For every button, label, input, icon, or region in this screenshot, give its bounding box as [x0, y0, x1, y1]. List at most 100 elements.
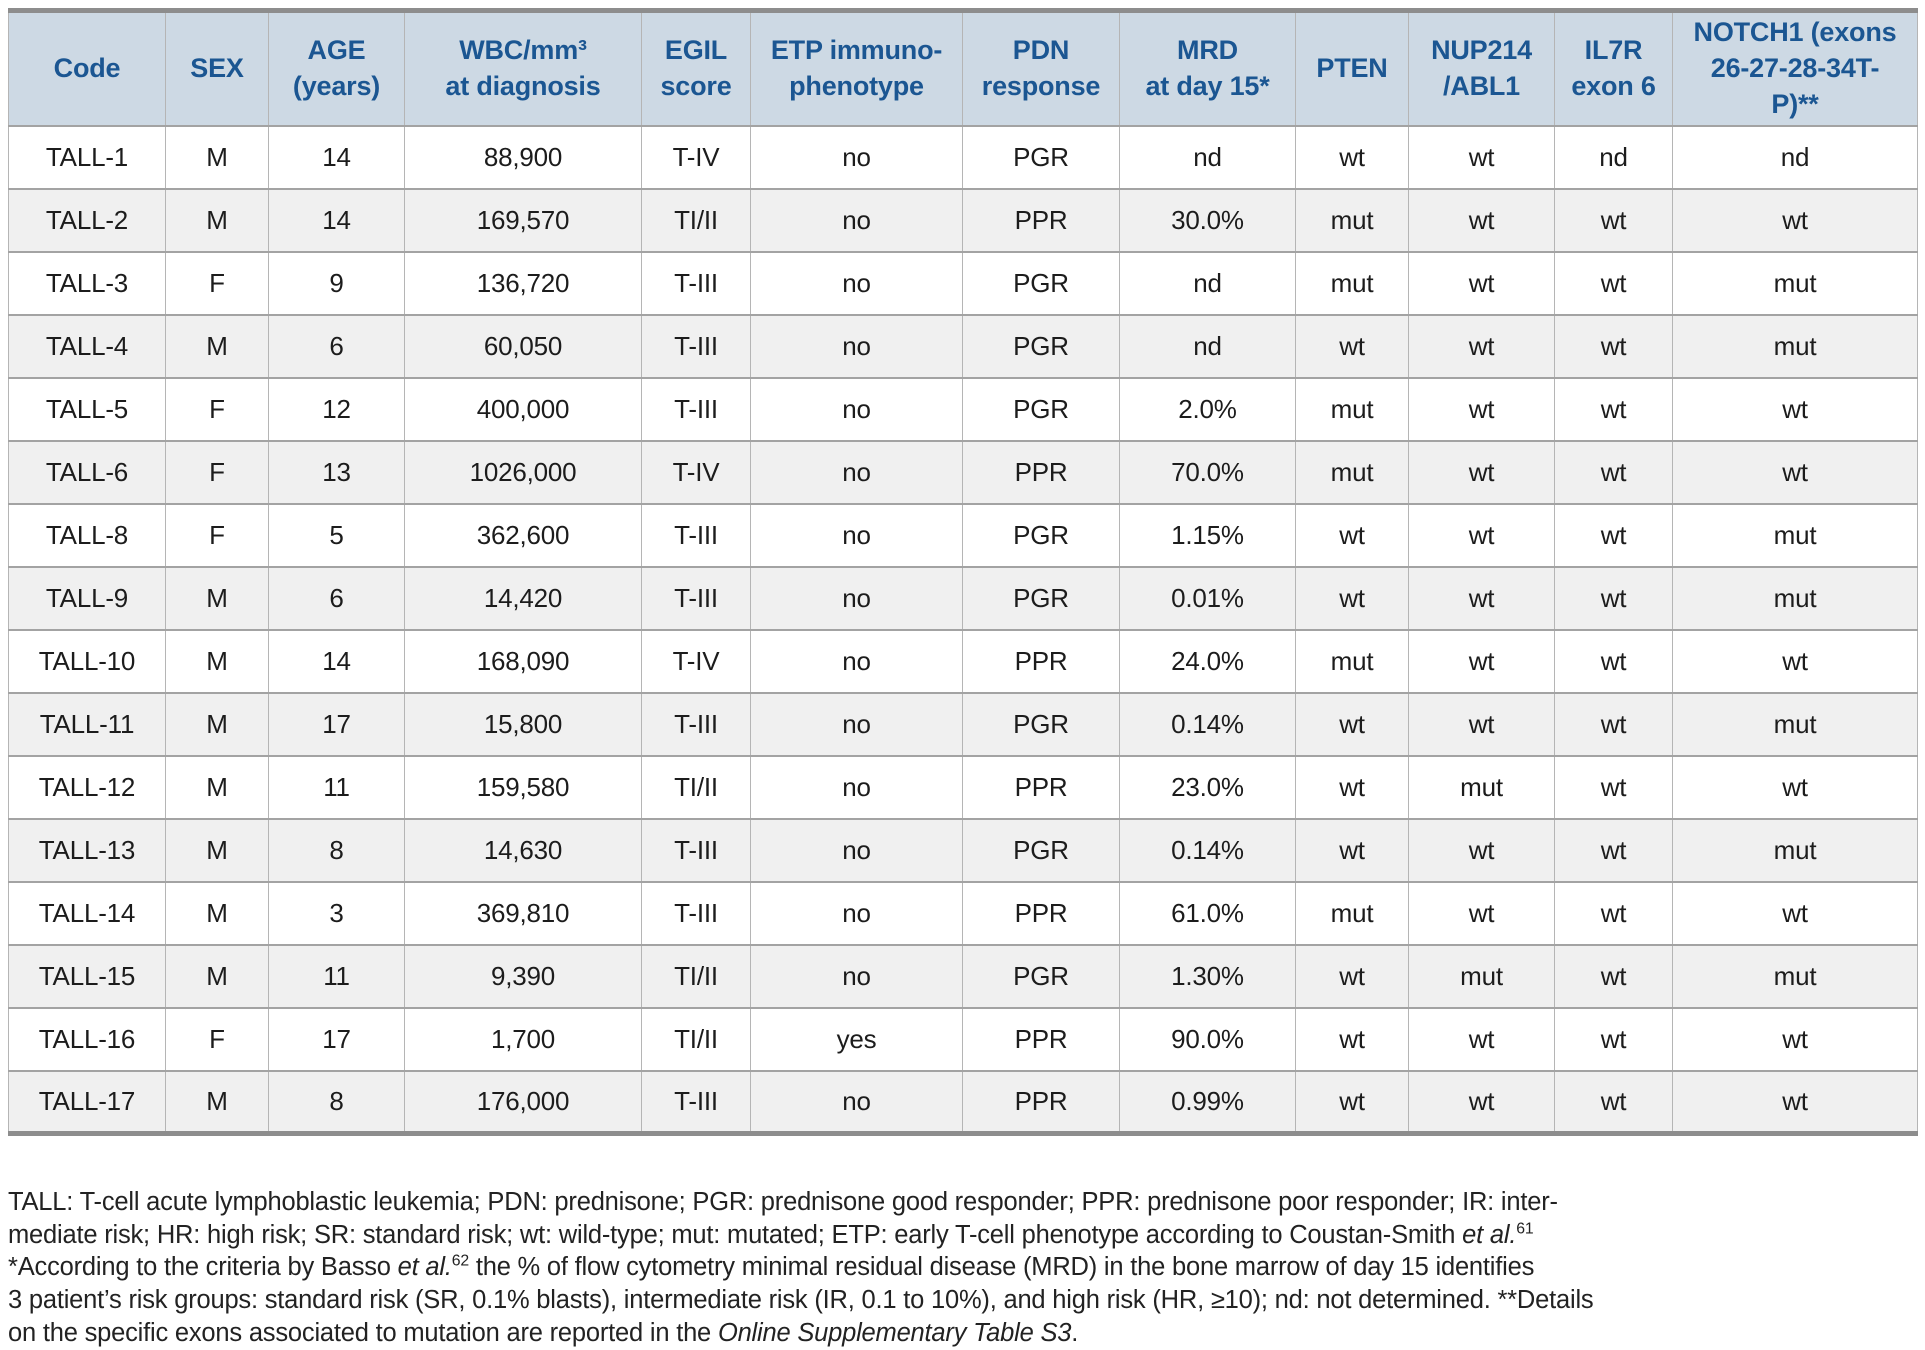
- cell-code: TALL-2: [8, 187, 166, 252]
- column-header-il7r-exon6: IL7R exon 6: [1554, 9, 1673, 126]
- cell-wbc: 400,000: [404, 376, 642, 441]
- table-row: TALL-15 M 11 9,390 TI/II no PGR 1.30% wt mut wt mut: [8, 943, 1918, 1008]
- cell-nup214_abl1: mut: [1408, 943, 1555, 1008]
- cell-il7r_exon6: wt: [1554, 943, 1673, 1008]
- cell-age: 5: [268, 502, 405, 567]
- cell-pdn: PGR: [962, 313, 1120, 378]
- cell-egil: TI/II: [641, 754, 751, 819]
- cell-notch1: mut: [1672, 250, 1918, 315]
- cell-notch1: wt: [1672, 1006, 1918, 1071]
- cell-pdn: PGR: [962, 124, 1120, 189]
- cell-etp: no: [750, 376, 963, 441]
- cell-sex: M: [165, 1069, 269, 1134]
- cell-nup214_abl1: wt: [1408, 1006, 1555, 1071]
- cell-wbc: 88,900: [404, 124, 642, 189]
- cell-egil: T-IV: [641, 124, 751, 189]
- table-row: TALL-16 F 17 1,700 TI/II yes PPR 90.0% wt wt wt wt: [8, 1006, 1918, 1071]
- cell-code: TALL-14: [8, 880, 166, 945]
- cell-pdn: PGR: [962, 565, 1120, 630]
- column-header-sex: SEX: [165, 9, 269, 126]
- cell-mrd: 0.14%: [1119, 691, 1296, 756]
- cell-pdn: PGR: [962, 817, 1120, 882]
- cell-etp: no: [750, 754, 963, 819]
- cell-wbc: 369,810: [404, 880, 642, 945]
- cell-etp: no: [750, 691, 963, 756]
- column-header-wbc: WBC/mm³ at diagnosis: [404, 9, 642, 126]
- cell-pten: wt: [1295, 817, 1409, 882]
- cell-il7r_exon6: wt: [1554, 691, 1673, 756]
- cell-pdn: PGR: [962, 691, 1120, 756]
- cell-code: TALL-5: [8, 376, 166, 441]
- cell-age: 14: [268, 628, 405, 693]
- cell-pdn: PGR: [962, 376, 1120, 441]
- cell-nup214_abl1: wt: [1408, 817, 1555, 882]
- cell-mrd: 23.0%: [1119, 754, 1296, 819]
- column-header-mrd: MRD at day 15*: [1119, 9, 1296, 126]
- cell-notch1: wt: [1672, 376, 1918, 441]
- cell-etp: no: [750, 817, 963, 882]
- cell-pten: mut: [1295, 187, 1409, 252]
- cell-sex: M: [165, 124, 269, 189]
- cell-sex: M: [165, 187, 269, 252]
- cell-wbc: 1026,000: [404, 439, 642, 504]
- cell-wbc: 159,580: [404, 754, 642, 819]
- cell-pten: mut: [1295, 628, 1409, 693]
- cell-etp: no: [750, 439, 963, 504]
- column-header-pdn: PDN response: [962, 9, 1120, 126]
- cell-mrd: 24.0%: [1119, 628, 1296, 693]
- table-row: TALL-4 M 6 60,050 T-III no PGR nd wt wt wt mut: [8, 313, 1918, 378]
- footnote-segment: 61: [1516, 1220, 1534, 1238]
- cell-pdn: PPR: [962, 1069, 1120, 1134]
- table-body: TALL-1 M 14 88,900 T-IV no PGR nd wt wt nd nd TALL-2…: [8, 124, 1918, 1134]
- cell-mrd: 2.0%: [1119, 376, 1296, 441]
- cell-mrd: nd: [1119, 313, 1296, 378]
- cell-mrd: 1.15%: [1119, 502, 1296, 567]
- cell-nup214_abl1: wt: [1408, 250, 1555, 315]
- cell-sex: M: [165, 943, 269, 1008]
- column-header-code: Code: [8, 9, 166, 126]
- cell-egil: T-III: [641, 250, 751, 315]
- cell-egil: T-III: [641, 691, 751, 756]
- cell-pdn: PGR: [962, 502, 1120, 567]
- cell-etp: no: [750, 124, 963, 189]
- table-row: TALL-8 F 5 362,600 T-III no PGR 1.15% wt wt wt mut: [8, 502, 1918, 567]
- column-header-pten: PTEN: [1295, 9, 1409, 126]
- cell-wbc: 362,600: [404, 502, 642, 567]
- cell-code: TALL-15: [8, 943, 166, 1008]
- cell-nup214_abl1: wt: [1408, 565, 1555, 630]
- cell-code: TALL-4: [8, 313, 166, 378]
- cell-age: 17: [268, 1006, 405, 1071]
- cell-il7r_exon6: wt: [1554, 628, 1673, 693]
- cell-pdn: PPR: [962, 439, 1120, 504]
- cell-mrd: 90.0%: [1119, 1006, 1296, 1071]
- cell-il7r_exon6: wt: [1554, 376, 1673, 441]
- cell-nup214_abl1: wt: [1408, 313, 1555, 378]
- cell-egil: T-III: [641, 376, 751, 441]
- cell-sex: F: [165, 439, 269, 504]
- cell-age: 3: [268, 880, 405, 945]
- footnote-segment: the % of flow cytometry minimal residual…: [8, 1253, 1594, 1347]
- cell-il7r_exon6: wt: [1554, 565, 1673, 630]
- cell-code: TALL-16: [8, 1006, 166, 1071]
- cell-pten: wt: [1295, 124, 1409, 189]
- cell-age: 12: [268, 376, 405, 441]
- cell-notch1: mut: [1672, 691, 1918, 756]
- cell-il7r_exon6: wt: [1554, 313, 1673, 378]
- cell-etp: no: [750, 187, 963, 252]
- cell-pten: wt: [1295, 754, 1409, 819]
- cell-etp: no: [750, 1069, 963, 1134]
- cell-wbc: 136,720: [404, 250, 642, 315]
- table-row: TALL-17 M 8 176,000 T-III no PPR 0.99% wt wt wt wt: [8, 1069, 1918, 1134]
- cell-egil: T-III: [641, 817, 751, 882]
- cell-etp: no: [750, 313, 963, 378]
- cell-notch1: mut: [1672, 502, 1918, 567]
- cell-wbc: 176,000: [404, 1069, 642, 1134]
- cell-notch1: wt: [1672, 439, 1918, 504]
- footnote-segment: *According to the criteria by Basso: [8, 1253, 391, 1282]
- cell-il7r_exon6: wt: [1554, 187, 1673, 252]
- cell-egil: T-III: [641, 1069, 751, 1134]
- cell-mrd: 70.0%: [1119, 439, 1296, 504]
- cell-egil: T-IV: [641, 439, 751, 504]
- cell-wbc: 1,700: [404, 1006, 642, 1071]
- cell-etp: yes: [750, 1006, 963, 1071]
